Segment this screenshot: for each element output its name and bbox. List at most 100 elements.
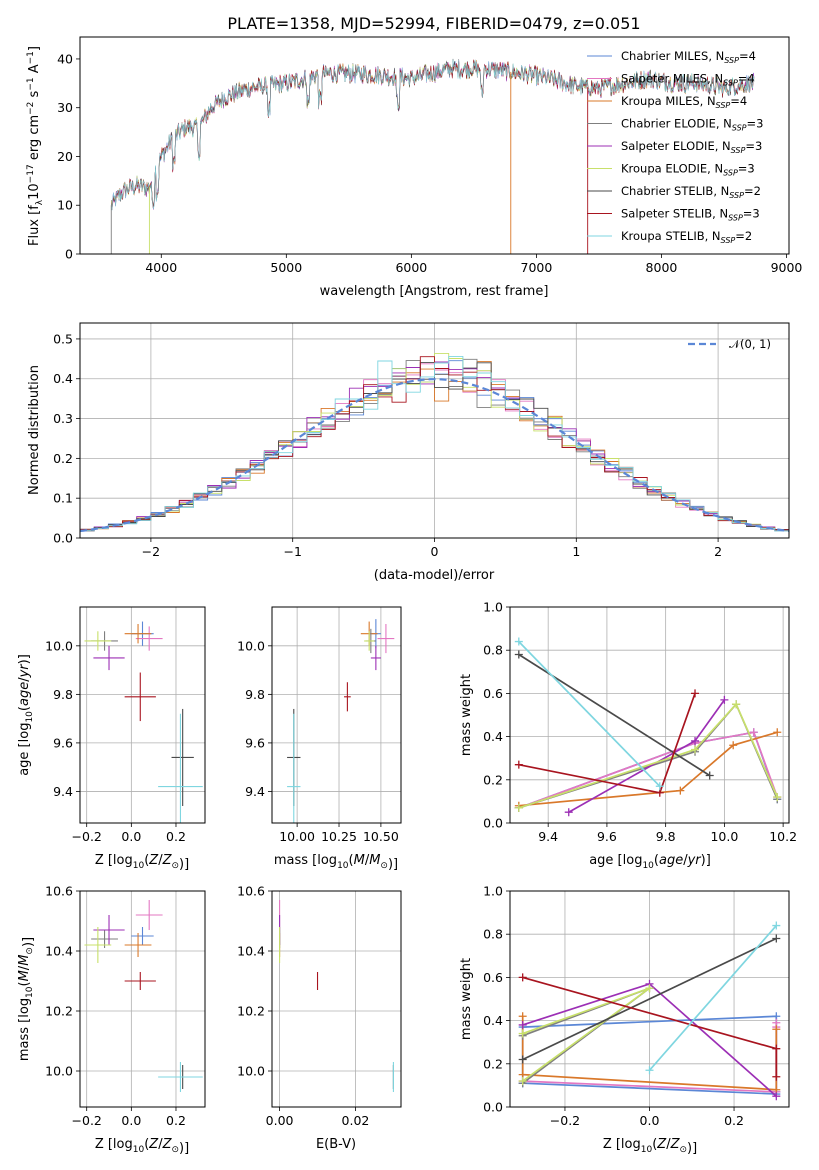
weight-line [518,731,779,809]
weight-line [522,937,777,1061]
spectrum-line [111,59,755,211]
y-axis-label: age [log10(age/yr)] [17,654,35,776]
x-axis-label: E(B-V) [316,1137,356,1152]
weight-marker [518,973,527,982]
weight-marker [773,728,782,737]
weight-marker [518,1012,527,1021]
x-tick-label: 6000 [395,260,427,275]
y-tick-label: 0.8 [483,643,503,658]
y-tick-label: 0.2 [53,451,73,466]
x-tick-label: 0.0 [121,829,141,844]
x-tick-label: 10.50 [363,829,399,844]
legend-label: Chabrier ELODIE, NSSP=3 [621,117,763,133]
x-tick-label: 0.02 [342,1113,370,1128]
plot-area [287,619,395,823]
y-tick-label: 10.2 [45,1004,73,1019]
panel-mass_vs_ebv: 0.00 0.02 10.0 10.2 10.4 10.6 E(B-V) [237,884,402,1152]
weight-marker [518,1029,527,1038]
x-tick-label: −0.2 [550,1113,580,1128]
x-axis-label: mass [log10(M/M⊙)] [274,853,398,872]
y-axis-label: Normed distribution [27,365,42,495]
panel-residuals: −2 −1 0 1 2 0.0 0.1 0.2 0.3 0.4 0.5 𝒩(0, 1) (data-mo… [27,322,790,583]
y-tick-label: 9.4 [53,784,73,799]
y-tick-label: 10.6 [237,884,265,899]
axes-frame [79,606,206,824]
weight-line [522,987,651,1082]
x-tick-label: 10.0 [710,829,738,844]
axes-frame [79,36,790,255]
y-tick-label: 0.1 [53,491,73,506]
axes-frame [79,890,206,1108]
y-tick-label: 0.6 [483,686,503,701]
y-tick-label: 10.0 [45,638,73,653]
plot-area [110,58,755,254]
panel-weight_vs_Z: −0.2 0.0 0.2 0.0 0.2 0.4 0.6 0.8 1.0 Z [log10(Z/Z… [459,884,790,1156]
weight-line [648,925,777,1071]
weight-marker [773,793,782,802]
residual-histogram [80,355,789,538]
x-tick-label: −1 [283,544,301,559]
x-tick-label: 9.8 [656,829,676,844]
panel-mass_vs_Z: −0.2 0.0 0.2 10.0 10.2 10.4 10.6 Z [log10(Z/Z⊙)… [17,884,206,1156]
y-tick-label: 0.4 [483,1013,503,1028]
axes-frame [79,322,790,539]
weight-marker [705,771,714,780]
figure-title: PLATE=1358, MJD=52994, FIBERID=0479, z=0… [227,14,640,33]
legend-label: Kroupa MILES, NSSP=4 [621,94,747,110]
x-axis-label: age [log10(age/yr)] [589,853,711,871]
x-axis-label: (data-model)/error [374,568,495,583]
weight-marker [655,782,664,791]
y-tick-label: 1.0 [483,884,503,899]
y-tick-label: 0.4 [483,729,503,744]
weight-line [518,641,661,787]
axes-frame [271,890,402,1108]
axes-frame [509,890,790,1108]
y-tick-label: 0.3 [53,411,73,426]
legend-label: Salpeter ELODIE, NSSP=3 [621,139,762,155]
y-tick-label: 10.4 [45,944,73,959]
y-tick-label: 0 [65,247,73,262]
weight-marker [772,921,781,930]
x-tick-label: 0 [431,544,439,559]
y-tick-label: 9.8 [53,687,73,702]
panels: 4000 5000 6000 7000 8000 9000010203040wavelen… [17,36,803,1156]
legend-label: Chabrier STELIB, NSSP=2 [621,184,761,200]
y-tick-label: 30 [57,100,73,115]
x-tick-label: −2 [142,544,160,559]
weight-marker [749,728,758,737]
x-tick-label: 10.2 [769,829,797,844]
y-tick-label: 0.6 [483,970,503,985]
weight-marker [772,1072,781,1081]
weight-marker [691,689,700,698]
panel-age_vs_Z: −0.2 0.0 0.2 9.4 9.6 9.8 10.0 Z [log10(Z/Z⊙)] ag… [17,606,206,872]
y-axis-label: mass [log10(M/M⊙)] [17,937,36,1061]
plot-area [518,921,781,1101]
y-tick-label: 0.0 [483,816,503,831]
weight-marker [518,1055,527,1064]
axes-frame [509,606,790,824]
x-tick-label: 0.0 [121,1113,141,1128]
weight-marker [732,700,741,709]
x-tick-label: 1 [572,544,580,559]
x-tick-label: 0.00 [266,1113,294,1128]
legend-label: Chabrier MILES, NSSP=4 [621,49,756,65]
y-tick-label: 10.0 [237,1064,265,1079]
y-axis-label: Flux [fλ10−17 erg cm−2 s−1 A−1] [26,46,45,246]
weight-line [518,653,711,777]
legend-label: Salpeter STELIB, NSSP=3 [621,207,760,223]
y-tick-label: 10 [57,198,73,213]
y-axis-label: mass weight [459,958,474,1040]
y-tick-label: 1.0 [483,600,503,615]
axes-frame [271,606,402,824]
x-axis-label: Z [log10(Z/Z⊙)] [603,1137,697,1156]
y-tick-label: 10.6 [45,884,73,899]
legend-label: 𝒩(0, 1) [729,337,771,351]
x-tick-label: 9000 [771,260,803,275]
y-tick-label: 10.4 [237,944,265,959]
x-axis-label: Z [log10(Z/Z⊙)] [95,1137,189,1156]
x-tick-label: 0.2 [724,1113,744,1128]
weight-marker [729,741,738,750]
x-tick-label: 0.0 [640,1113,660,1128]
x-tick-label: −0.2 [72,829,102,844]
